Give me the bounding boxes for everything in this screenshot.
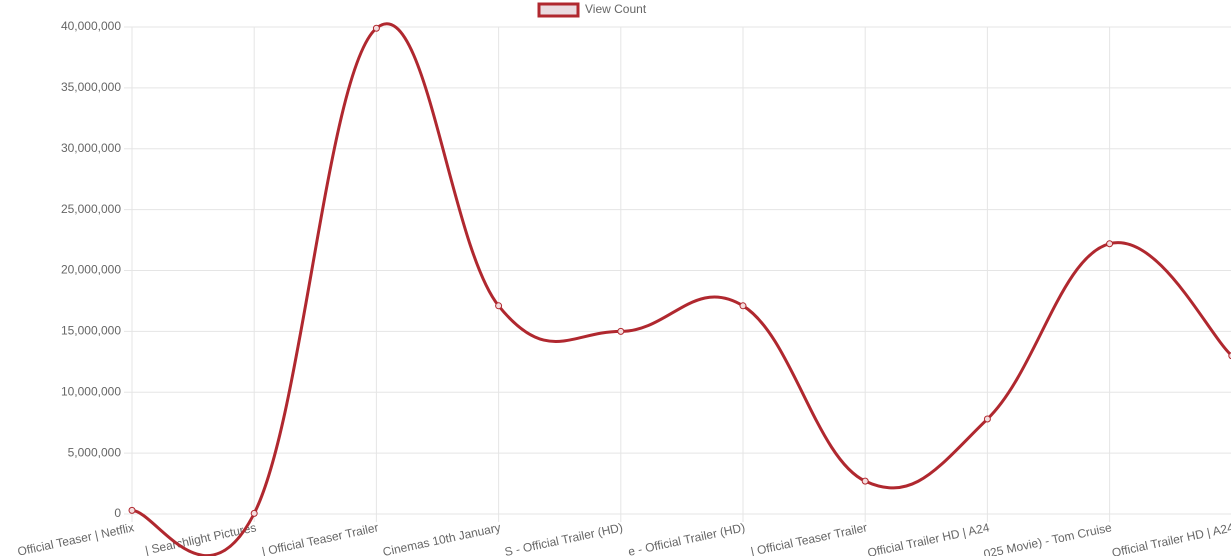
y-tick-label: 40,000,000 [61, 19, 121, 33]
y-tick-label: 15,000,000 [61, 324, 121, 338]
legend-label: View Count [585, 2, 647, 16]
x-tick-label: | Searchlight Pictures [144, 520, 258, 556]
y-tick-label: 30,000,000 [61, 141, 121, 155]
y-tick-label: 25,000,000 [61, 202, 121, 216]
x-tick-label: S - Official Trailer (HD) [503, 520, 624, 556]
data-point [372, 24, 380, 32]
y-tick-label: 35,000,000 [61, 80, 121, 94]
x-tick-label: | Official Teaser Trailer [261, 520, 380, 556]
data-point [495, 302, 503, 310]
x-tick-label: Cinemas 10th January [382, 520, 502, 556]
legend-swatch [537, 2, 580, 18]
data-point [250, 509, 258, 517]
data-point [617, 327, 625, 335]
data-point [983, 415, 991, 423]
x-tick-label: Official Trailer HD | A24 [1111, 520, 1231, 556]
data-point [861, 477, 869, 485]
x-tick-label: e - Official Trailer (HD) [627, 520, 746, 556]
data-point [739, 302, 747, 310]
data-point [1228, 352, 1231, 360]
y-tick-label: 20,000,000 [61, 263, 121, 277]
y-tick-label: 0 [114, 506, 121, 520]
x-tick-label: | Official Teaser Trailer [749, 520, 868, 556]
x-tick-label: Official Teaser | Netflix [16, 520, 135, 556]
data-point [1106, 240, 1114, 248]
data-line [131, 22, 1231, 556]
x-tick-label: 025 Movie) - Tom Cruise [982, 520, 1113, 556]
x-tick-label: Official Trailer HD | A24 [866, 520, 991, 556]
y-tick-label: 10,000,000 [61, 384, 121, 398]
y-tick-label: 5,000,000 [68, 445, 122, 459]
data-point [128, 506, 136, 514]
